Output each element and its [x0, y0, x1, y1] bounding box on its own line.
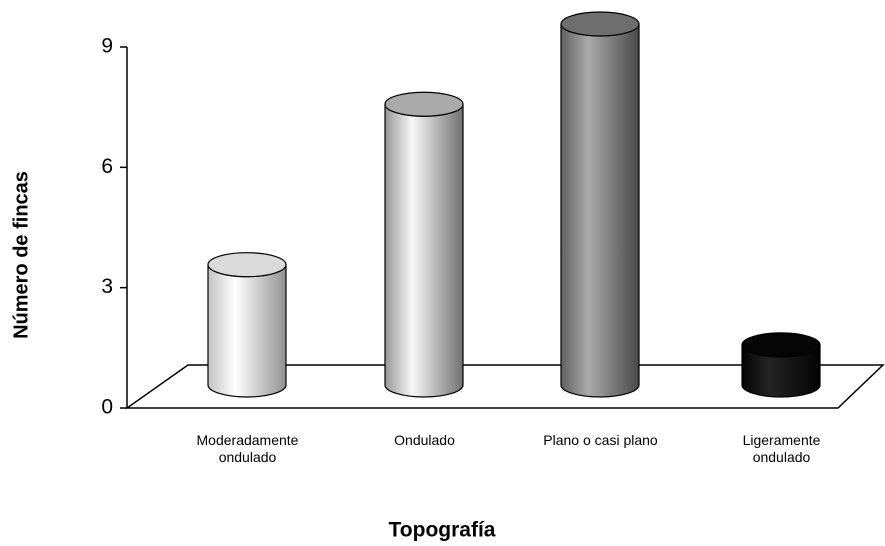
x-tick-label: Moderadamente ondulado	[196, 432, 299, 465]
x-tick-label: Ondulado	[394, 432, 455, 448]
bar-top	[741, 332, 821, 358]
x-tick-label: Plano o casi plano	[543, 432, 658, 448]
bar	[560, 23, 640, 398]
bar-top	[384, 91, 464, 117]
bar	[384, 104, 464, 398]
y-tick-label: 3	[101, 275, 113, 298]
bar	[207, 264, 287, 398]
bar-top	[207, 252, 287, 278]
x-axis-title: Topografía	[389, 519, 496, 542]
x-tick-label: Ligeramente ondulado	[742, 432, 821, 465]
y-tick-label: 9	[101, 35, 113, 58]
y-tick-label: 6	[101, 155, 113, 178]
floor	[124, 364, 885, 409]
y-axis-title: Número de fincas	[10, 171, 32, 339]
bar-top	[560, 11, 640, 37]
y-tick-label: 0	[101, 396, 113, 419]
